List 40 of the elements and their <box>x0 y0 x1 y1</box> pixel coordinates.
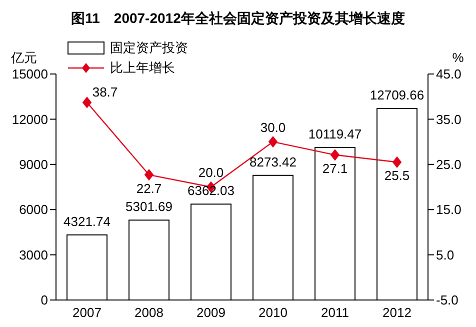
data-label: 25.5 <box>384 168 410 184</box>
legend-label: 固定资产投资 <box>110 39 188 57</box>
y-tick-label: 12000 <box>12 112 48 127</box>
data-label: 30.0 <box>260 120 286 135</box>
chart-title: 图11 2007-2012年全社会固定资产投资及其增长速度 <box>70 9 406 28</box>
x-tick-label: 2007 <box>72 305 102 320</box>
data-label: 20.0 <box>198 165 224 180</box>
x-tick-label: 2010 <box>258 305 288 320</box>
data-label: 12709.66 <box>370 88 424 103</box>
y2-tick-label: 25.0 <box>436 157 462 172</box>
y2-tick-label: 15.0 <box>436 202 462 218</box>
point <box>144 169 154 180</box>
data-label: 38.7 <box>92 84 118 100</box>
y-tick-label: 15000 <box>12 66 48 82</box>
data-label: 27.1 <box>322 160 348 176</box>
data-label: 10119.47 <box>308 126 362 142</box>
x-tick-label: 2009 <box>196 305 226 320</box>
y-tick-label: 9000 <box>19 157 48 172</box>
data-label: 4321.74 <box>64 214 110 229</box>
y-tick-label: 0 <box>40 292 48 308</box>
y2-tick-label: -5.0 <box>436 292 458 308</box>
y2-tick-label: 5.0 <box>436 247 454 262</box>
point <box>268 136 278 148</box>
legend-label: 比上年增长 <box>110 59 175 77</box>
point <box>392 156 402 168</box>
data-label: 5301.69 <box>126 199 172 214</box>
y2-tick-label: 45.0 <box>436 66 462 82</box>
x-tick-label: 2011 <box>321 305 349 320</box>
y2-tick-label: 35.0 <box>436 112 462 127</box>
data-label: 6362.03 <box>188 183 234 198</box>
point <box>330 149 340 160</box>
y-tick-label: 6000 <box>19 202 48 218</box>
x-tick-label: 2008 <box>134 305 164 320</box>
point <box>82 96 92 108</box>
y-axis-title: 亿元 <box>10 50 37 65</box>
y2-axis-title: % <box>452 50 464 65</box>
x-tick-label: 2012 <box>382 305 412 320</box>
data-label: 8273.42 <box>250 154 296 170</box>
data-label: 22.7 <box>136 180 162 196</box>
y-tick-label: 3000 <box>19 247 48 262</box>
